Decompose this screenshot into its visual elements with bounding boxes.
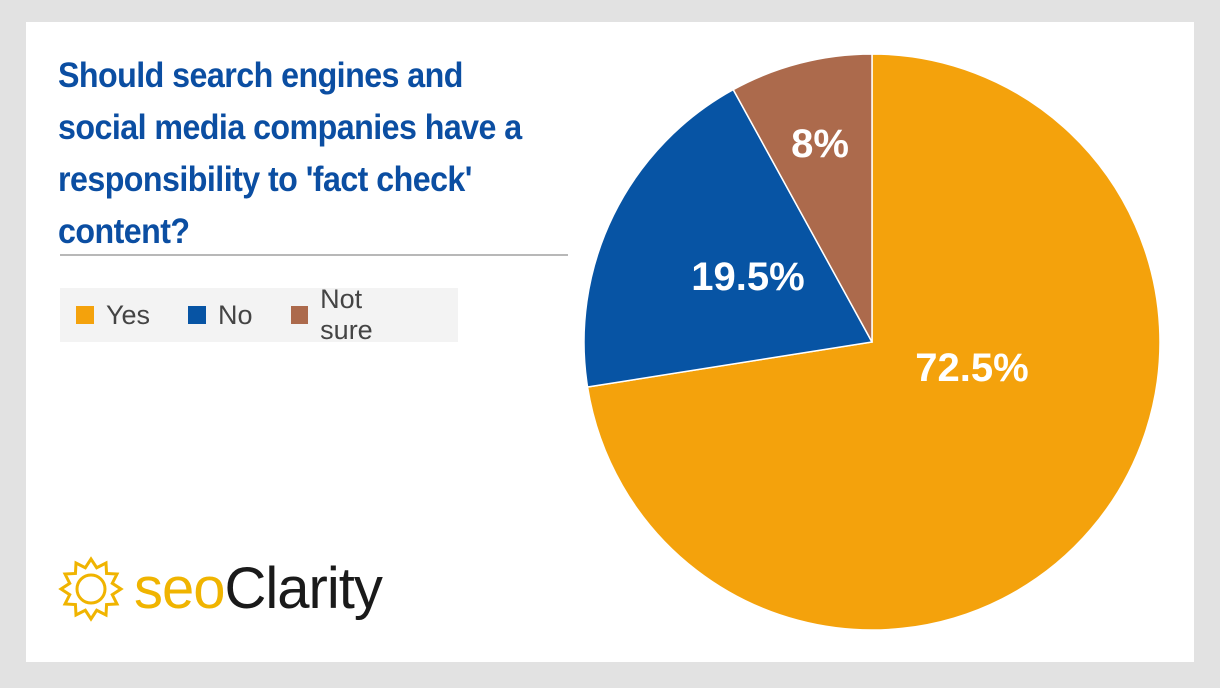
- pie-slice-no: [583, 88, 874, 388]
- legend-item-not-sure: Not sure: [290, 284, 420, 346]
- sun-burst-icon: [58, 556, 124, 622]
- legend-label-no: No: [218, 299, 253, 330]
- legend-item-no: No: [188, 300, 253, 331]
- legend: Yes No Not sure: [60, 284, 458, 345]
- pie-label-yes: 72.5%: [915, 346, 1028, 390]
- legend-swatch-yes: [76, 306, 94, 324]
- legend-label-not-sure: Not sure: [320, 284, 373, 345]
- legend-swatch-no: [188, 306, 207, 324]
- pie-label-not-sure: 8%: [791, 122, 849, 166]
- legend-label-yes: Yes: [106, 299, 151, 330]
- logo-wordmark: seoClarity: [134, 556, 383, 621]
- pie-slice-yes: [586, 53, 1161, 631]
- legend-item-yes: Yes: [76, 300, 150, 331]
- pie-slice-not-sure: [732, 53, 873, 343]
- title-divider: [60, 254, 568, 256]
- chart-card: Should search engines and social media c…: [26, 22, 1194, 662]
- seoclarity-logo: seoClarity: [56, 554, 383, 624]
- legend-swatch-not-sure: [290, 306, 309, 324]
- chart-title: Should search engines and social media c…: [58, 56, 522, 251]
- pie-label-no: 19.5%: [691, 255, 804, 299]
- logo-seo-text: seo: [134, 556, 226, 621]
- pie-chart: 72.5% 19.5% 8%: [583, 53, 1161, 631]
- logo-clarity-text: Clarity: [224, 556, 383, 621]
